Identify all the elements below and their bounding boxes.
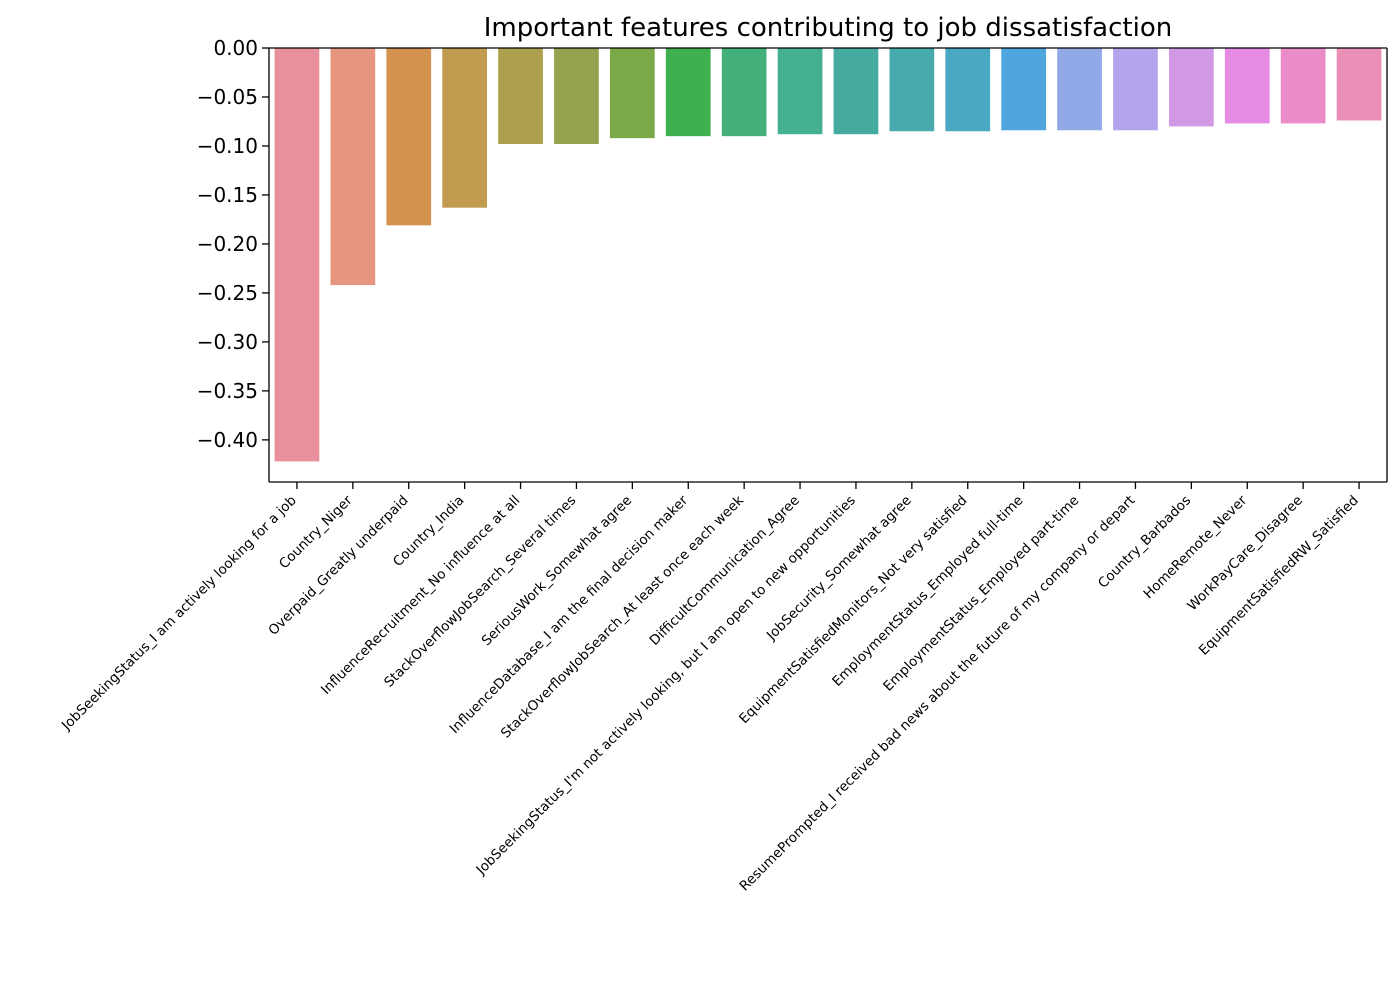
bar (1001, 48, 1047, 131)
bar (442, 48, 488, 208)
y-tick-label: −0.30 (197, 330, 258, 354)
y-tick-label: −0.40 (197, 428, 258, 452)
bar (777, 48, 823, 135)
bar (1336, 48, 1382, 121)
x-tick-label: Country_Barbados (1095, 493, 1194, 592)
y-tick-label: −0.15 (197, 183, 258, 207)
bars-group (274, 48, 1382, 462)
y-tick-label: −0.35 (197, 379, 258, 403)
x-axis: JobSeekingStatus_I am actively looking f… (58, 482, 1362, 894)
bar (833, 48, 879, 135)
bar (274, 48, 320, 462)
y-tick-label: 0.00 (213, 36, 258, 60)
bar (945, 48, 991, 132)
bar (554, 48, 599, 145)
x-tick-label: StackOverflowJobSearch_Several times (381, 493, 579, 691)
y-tick-label: −0.05 (197, 85, 258, 109)
plot-frame (268, 47, 1388, 483)
bar (1224, 48, 1270, 124)
bar (498, 48, 543, 145)
bar (721, 48, 767, 137)
bar (665, 48, 711, 137)
x-tick-label: EmploymentStatus_Employed full-time (829, 493, 1026, 690)
bar (386, 48, 432, 226)
bar (1280, 48, 1326, 124)
y-tick-label: −0.10 (197, 134, 258, 158)
bar (1113, 48, 1158, 131)
y-tick-label: −0.25 (197, 281, 258, 305)
bar (889, 48, 935, 132)
x-tick-label: HomeRemote_Never (1140, 492, 1250, 602)
x-tick-label: InfluenceRecruitment_No influence at all (318, 493, 523, 698)
y-axis: 0.00 −0.05 −0.10 −0.15 −0.20 −0.25 −0.30 −0.35 −… (197, 36, 269, 452)
x-tick-label: WorkPayCare_Disagree (1184, 493, 1306, 615)
bar (1057, 48, 1102, 131)
chart-title: Important features contributing to job d… (484, 13, 1172, 43)
bar (1168, 48, 1214, 127)
bar (609, 48, 655, 139)
bar (330, 48, 376, 286)
y-tick-label: −0.20 (197, 232, 258, 256)
x-tick-label: JobSeekingStatus_I am actively looking f… (58, 493, 300, 735)
x-tick-label: EmploymentStatus_Employed part-time (880, 493, 1082, 695)
